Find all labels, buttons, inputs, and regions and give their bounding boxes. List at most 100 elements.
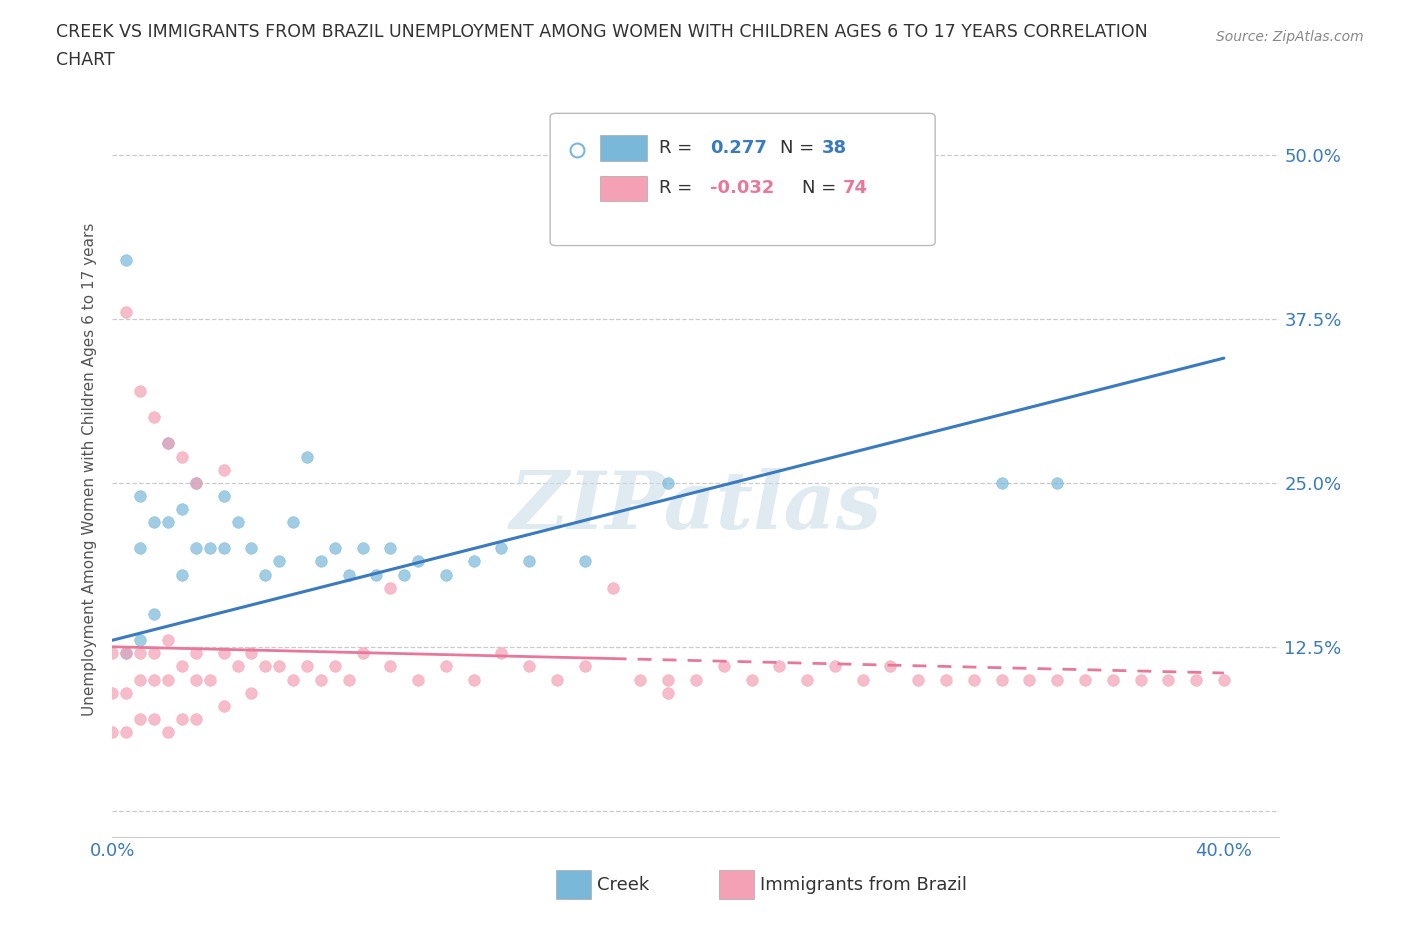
Point bbox=[1074, 672, 1097, 687]
Point bbox=[323, 541, 346, 556]
Point bbox=[226, 659, 249, 674]
Point bbox=[170, 659, 193, 674]
Point bbox=[254, 659, 277, 674]
Point bbox=[1018, 672, 1040, 687]
Point bbox=[879, 659, 901, 674]
Point bbox=[157, 632, 180, 647]
Text: N =: N = bbox=[803, 179, 837, 197]
Point bbox=[517, 554, 540, 569]
Point bbox=[574, 659, 596, 674]
Point bbox=[323, 659, 346, 674]
Y-axis label: Unemployment Among Women with Children Ages 6 to 17 years: Unemployment Among Women with Children A… bbox=[82, 223, 97, 716]
Point bbox=[406, 672, 429, 687]
Point bbox=[990, 475, 1012, 490]
Point bbox=[129, 541, 152, 556]
Point bbox=[170, 711, 193, 726]
Text: 74: 74 bbox=[844, 179, 868, 197]
Point bbox=[212, 488, 235, 503]
Text: R =: R = bbox=[658, 139, 697, 157]
Point bbox=[824, 659, 846, 674]
FancyBboxPatch shape bbox=[720, 870, 755, 899]
Point bbox=[184, 672, 207, 687]
Text: CHART: CHART bbox=[56, 51, 115, 69]
Point bbox=[129, 632, 152, 647]
Point bbox=[517, 659, 540, 674]
Point bbox=[309, 554, 332, 569]
Point bbox=[115, 646, 138, 661]
Point bbox=[184, 475, 207, 490]
Point bbox=[198, 672, 221, 687]
Point bbox=[157, 436, 180, 451]
Point bbox=[157, 436, 180, 451]
FancyBboxPatch shape bbox=[600, 136, 647, 161]
Point bbox=[852, 672, 875, 687]
FancyBboxPatch shape bbox=[550, 113, 935, 246]
Point bbox=[115, 685, 138, 700]
Text: Source: ZipAtlas.com: Source: ZipAtlas.com bbox=[1216, 30, 1364, 44]
Text: 0.277: 0.277 bbox=[710, 139, 766, 157]
Point bbox=[907, 672, 929, 687]
Point bbox=[170, 567, 193, 582]
Point bbox=[143, 606, 166, 621]
Point bbox=[685, 672, 707, 687]
Point bbox=[366, 567, 388, 582]
Point bbox=[170, 449, 193, 464]
Point bbox=[657, 672, 679, 687]
Point bbox=[101, 646, 124, 661]
Point bbox=[1212, 672, 1234, 687]
Point bbox=[157, 514, 180, 529]
Point bbox=[101, 724, 124, 739]
Text: 38: 38 bbox=[823, 139, 848, 157]
Point bbox=[463, 672, 485, 687]
Point bbox=[434, 567, 457, 582]
Point bbox=[143, 646, 166, 661]
Point bbox=[269, 659, 291, 674]
Point bbox=[546, 672, 568, 687]
Point bbox=[254, 567, 277, 582]
Point bbox=[657, 475, 679, 490]
Point bbox=[184, 541, 207, 556]
Point bbox=[184, 646, 207, 661]
Point bbox=[143, 410, 166, 425]
Point bbox=[768, 659, 790, 674]
Point bbox=[1101, 672, 1123, 687]
FancyBboxPatch shape bbox=[600, 176, 647, 202]
Point bbox=[337, 672, 360, 687]
Point bbox=[170, 501, 193, 516]
Text: N =: N = bbox=[780, 139, 814, 157]
Point bbox=[281, 514, 304, 529]
Point bbox=[574, 554, 596, 569]
Point bbox=[281, 672, 304, 687]
Point bbox=[143, 514, 166, 529]
Text: ZIPatlas: ZIPatlas bbox=[510, 468, 882, 545]
Point bbox=[212, 698, 235, 713]
Point bbox=[463, 554, 485, 569]
Point bbox=[115, 646, 138, 661]
Point bbox=[143, 711, 166, 726]
Point bbox=[380, 541, 402, 556]
Point bbox=[491, 541, 513, 556]
Point bbox=[115, 252, 138, 267]
Point bbox=[1185, 672, 1208, 687]
Point bbox=[129, 711, 152, 726]
Point bbox=[602, 580, 624, 595]
Point bbox=[129, 672, 152, 687]
Point bbox=[628, 672, 651, 687]
Point bbox=[963, 672, 986, 687]
Point bbox=[1157, 672, 1180, 687]
Point bbox=[935, 672, 957, 687]
Point bbox=[240, 646, 263, 661]
Point bbox=[198, 541, 221, 556]
Point bbox=[129, 646, 152, 661]
Point bbox=[129, 488, 152, 503]
Point bbox=[434, 659, 457, 674]
Point bbox=[226, 514, 249, 529]
Point bbox=[101, 685, 124, 700]
Point bbox=[352, 646, 374, 661]
Text: -0.032: -0.032 bbox=[710, 179, 775, 197]
Point bbox=[380, 659, 402, 674]
Point bbox=[157, 724, 180, 739]
Point bbox=[240, 541, 263, 556]
Point bbox=[406, 554, 429, 569]
Point bbox=[1046, 672, 1069, 687]
